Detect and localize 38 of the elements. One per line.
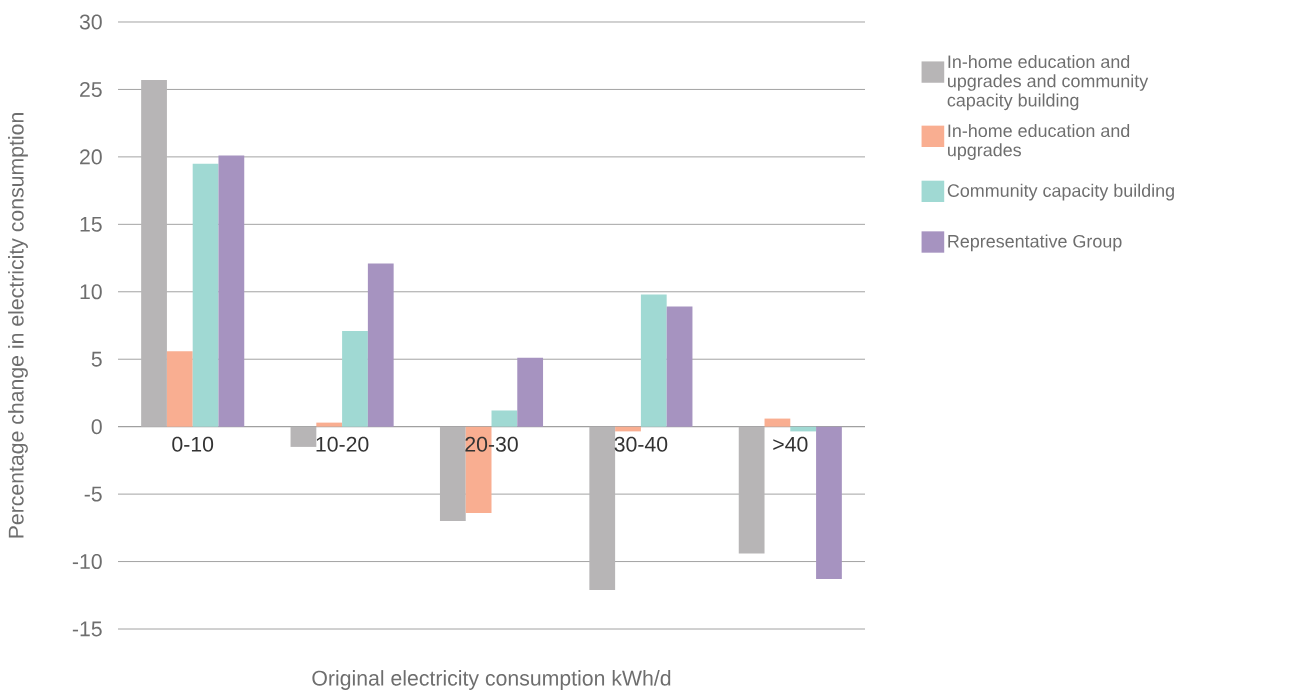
y-tick-label: -15	[72, 621, 102, 637]
x-tick-label: 10-20	[316, 436, 369, 452]
bar	[491, 410, 518, 427]
bar	[589, 426, 616, 590]
bar	[218, 155, 245, 427]
y-tick-label: 20	[80, 149, 102, 165]
y-tick-label: 25	[80, 81, 102, 97]
y-tick-label: -5	[84, 486, 102, 502]
x-tick-label: 0-10	[172, 436, 214, 452]
legend-label: In-home education and upgrades and community capacity building	[947, 54, 1149, 111]
bar	[666, 306, 693, 427]
bar	[141, 79, 167, 427]
bar	[738, 426, 765, 554]
legend-label: In-home education and upgrades	[948, 123, 1130, 160]
y-tick-label: -10	[72, 554, 102, 570]
bar	[166, 351, 193, 427]
x-tick-label: 30-40	[614, 436, 668, 452]
bar	[290, 426, 317, 447]
bar	[640, 294, 667, 427]
legend-label: Representative Group	[948, 234, 1122, 252]
bar	[764, 418, 791, 427]
x-tick-label: 20-30	[465, 436, 518, 452]
y-tick-label: 5	[91, 351, 102, 367]
x-tick-label: >40	[773, 436, 808, 452]
bar	[517, 357, 544, 427]
bar	[316, 422, 343, 427]
bar	[192, 163, 219, 427]
y-axis-title: Percentage change in electricity consumption	[8, 113, 28, 538]
y-tick-label: 15	[80, 216, 102, 232]
bar	[816, 426, 842, 580]
bar	[342, 330, 368, 427]
y-tick-label: 0	[91, 419, 102, 435]
x-axis-title: Original electricity consumption kWh/d	[312, 670, 671, 690]
legend-label: Community capacity building	[947, 183, 1174, 201]
bar	[367, 263, 394, 427]
bar	[439, 426, 466, 522]
y-tick-label: 10	[80, 284, 102, 300]
y-tick-label: 30	[79, 14, 102, 30]
